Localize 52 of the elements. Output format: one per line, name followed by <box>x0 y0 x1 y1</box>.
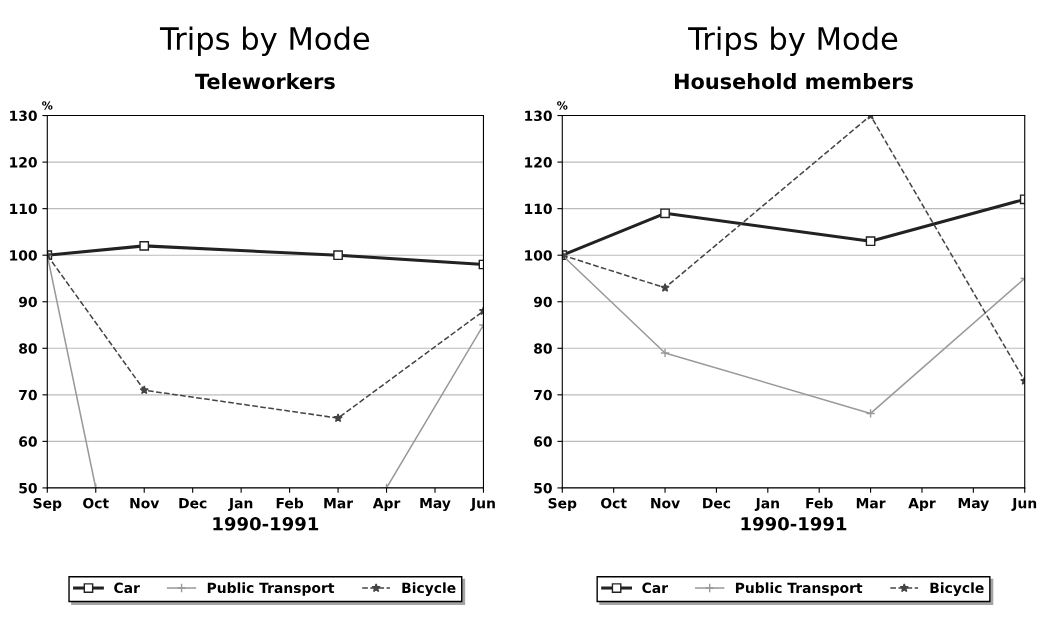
x-tick-label: Nov <box>130 498 160 509</box>
y-tick-label: 60 <box>19 436 37 447</box>
y-tick-label: 90 <box>18 296 37 308</box>
y-tick-label: 120 <box>10 157 37 168</box>
x-tick-label: Jun <box>470 498 495 511</box>
x-tick-label: May <box>420 497 451 512</box>
x-tick-label: Feb <box>806 497 833 509</box>
x-tick-label: Apr <box>372 498 401 512</box>
x-tick-label: Nov <box>651 498 680 509</box>
x-tick-label: Mar <box>324 498 354 509</box>
y-tick-label: 90 <box>533 296 552 308</box>
y-tick-label: 100 <box>10 250 37 261</box>
legend-label: Public Transport <box>735 582 863 596</box>
chart-title: Trips by Mode <box>688 26 898 56</box>
x-tick-label: Jan <box>754 498 779 511</box>
x-tick-label: Sep <box>33 497 62 512</box>
x-tick-label: Dec <box>703 498 731 509</box>
y-axis-title: % <box>42 101 53 110</box>
y-tick-label: 50 <box>19 482 37 494</box>
legend-label: Bicycle <box>930 582 984 596</box>
x-axis-title: 1990-1991 <box>213 516 319 531</box>
y-tick-label: 120 <box>525 157 552 168</box>
y-tick-label: 130 <box>10 110 37 122</box>
chart-subtitle: Teleworkers <box>195 73 335 90</box>
y-tick-label: 80 <box>19 343 37 354</box>
y-tick-label: 70 <box>19 389 37 401</box>
chart-subtitle: Household members <box>675 73 913 90</box>
legend-label: Car <box>114 582 140 594</box>
x-tick-label: Mar <box>856 498 886 509</box>
y-tick-label: 50 <box>534 482 552 494</box>
x-tick-label: Oct <box>601 497 627 509</box>
x-tick-label: May <box>958 497 989 512</box>
x-tick-label: Jun <box>1011 498 1037 511</box>
x-tick-label: Apr <box>908 498 936 512</box>
x-tick-label: Dec <box>179 498 207 509</box>
x-tick-label: Jan <box>228 498 253 511</box>
x-tick-label: Feb <box>276 497 304 509</box>
chart-title: Trips by Mode <box>159 26 370 56</box>
y-tick-label: 130 <box>525 110 552 122</box>
y-tick-label: 110 <box>525 203 552 215</box>
y-tick-label: 110 <box>10 203 37 215</box>
legend-label: Bicycle <box>402 582 456 596</box>
y-tick-label: 100 <box>525 250 552 261</box>
x-tick-label: Oct <box>83 497 109 509</box>
x-axis-title: 1990-1991 <box>741 516 847 531</box>
y-tick-label: 70 <box>534 389 552 401</box>
y-tick-label: 60 <box>534 436 552 447</box>
x-tick-label: Sep <box>548 497 577 512</box>
legend-label: Public Transport <box>207 582 335 596</box>
legend-label: Car <box>642 582 668 594</box>
y-axis-title: % <box>557 101 568 110</box>
y-tick-label: 80 <box>534 343 552 354</box>
